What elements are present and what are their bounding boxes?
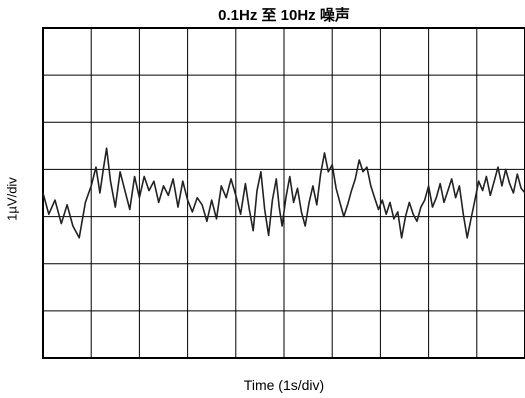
- chart-title: 0.1Hz 至 10Hz 噪声: [218, 7, 350, 24]
- grid-lines: [43, 28, 525, 358]
- noise-trace-line: [42, 147, 525, 239]
- x-axis-label: Time (1s/div): [243, 377, 325, 393]
